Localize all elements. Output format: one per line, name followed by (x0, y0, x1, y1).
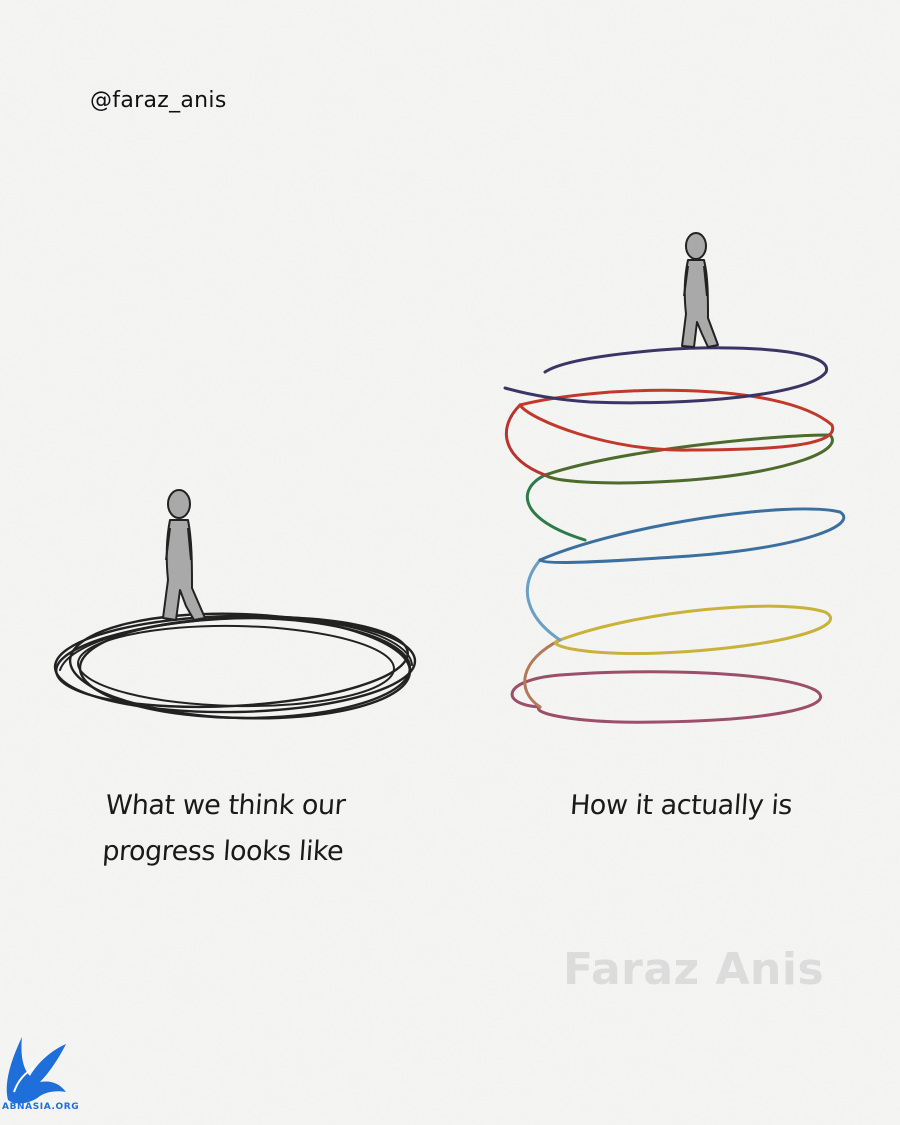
site-logo-text: ABNASIA.ORG (2, 1102, 80, 1112)
author-watermark: Faraz Anis (563, 944, 825, 995)
caption-perceived-line2: progress looks like (101, 836, 345, 867)
bird-logo-icon (6, 1037, 66, 1104)
flat-loop-drawing (53, 612, 417, 720)
rising-spiral-drawing (503, 346, 846, 724)
caption-actual-progress: How it actually is (568, 790, 794, 821)
walking-figure-right (681, 232, 719, 348)
author-handle: @faraz_anis (90, 88, 227, 113)
caption-perceived-progress: What we think our progress looks like (101, 783, 407, 875)
walking-figure-left (162, 489, 206, 621)
caption-perceived-line1: What we think our (104, 790, 347, 821)
